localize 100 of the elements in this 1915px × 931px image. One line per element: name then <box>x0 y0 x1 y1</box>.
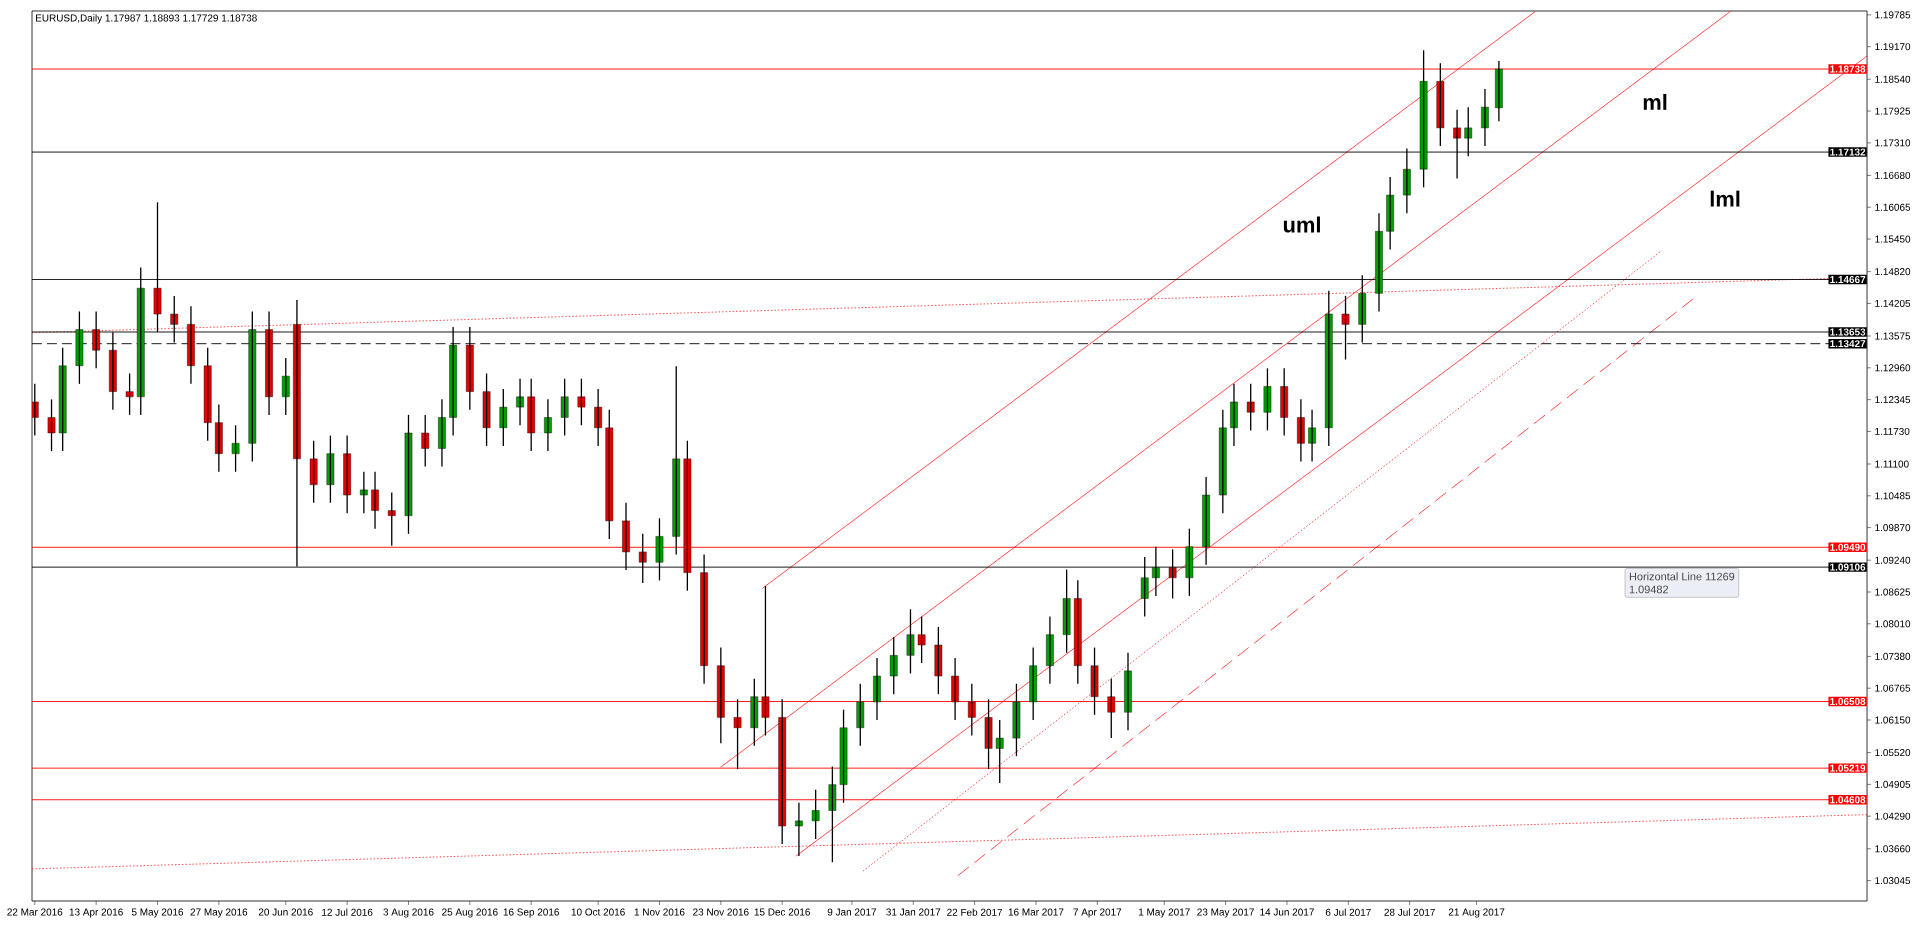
y-tick-label: 1.09240 <box>1875 556 1911 564</box>
candlestick <box>984 698 993 770</box>
x-tick-label: 22 Mar 2016 <box>7 908 63 916</box>
candlestick <box>750 677 759 747</box>
x-tick-label: 16 Sep 2016 <box>503 908 559 918</box>
candlestick <box>1029 646 1037 721</box>
x-tick-label: 7 Apr 2017 <box>1073 908 1122 918</box>
y-tick-label: 1.07380 <box>1875 652 1911 660</box>
candlestick <box>58 347 67 452</box>
ref-line-label: 1.09106 <box>1830 563 1866 571</box>
chart-title: EURUSD,Daily 1.17987 1.18893 1.17729 1.18738 <box>36 14 257 24</box>
annotation: ml <box>1643 93 1667 110</box>
y-tick-label: 1.06765 <box>1875 684 1911 692</box>
y-tick-label: 1.10485 <box>1875 492 1911 500</box>
annotation: lml <box>1710 190 1740 207</box>
y-tick-label: 1.04290 <box>1875 812 1911 820</box>
candlestick <box>1090 646 1099 716</box>
candlestick <box>795 802 803 857</box>
y-tick-label: 1.03045 <box>1875 877 1911 885</box>
y-tick-label: 1.05520 <box>1875 749 1911 757</box>
candlestick <box>889 636 898 695</box>
candlestick <box>811 789 820 840</box>
candlestick <box>47 398 56 452</box>
candlestick <box>125 372 134 416</box>
x-tick-label: 6 Jul 2017 <box>1325 908 1371 916</box>
y-tick-label: 1.19785 <box>1875 11 1911 19</box>
y-tick-label: 1.06150 <box>1875 716 1911 724</box>
candlestick <box>560 378 569 437</box>
candlestick <box>917 615 926 664</box>
x-tick-label: 22 Feb 2017 <box>947 908 1003 916</box>
ref-line-label: 1.13653 <box>1830 328 1866 336</box>
y-tick-label: 1.14205 <box>1875 299 1911 307</box>
x-tick-label: 3 Aug 2016 <box>383 908 434 918</box>
candlestick <box>995 719 1004 784</box>
x-tick-label: 12 Jul 2016 <box>322 908 373 916</box>
y-tick-label: 1.15450 <box>1875 235 1911 243</box>
candlestick <box>1073 579 1082 685</box>
candlestick <box>1219 409 1227 514</box>
x-tick-label: 23 May 2017 <box>1197 908 1254 918</box>
y-tick-label: 1.19170 <box>1875 43 1911 51</box>
candlestick <box>360 471 368 514</box>
candlestick <box>1436 62 1445 147</box>
candlestick <box>577 378 586 426</box>
y-tick-label: 1.08625 <box>1875 588 1911 596</box>
y-tick-label: 1.13575 <box>1875 332 1911 340</box>
ref-line-label: 1.17132 <box>1830 148 1866 156</box>
x-tick-label: 13 Apr 2016 <box>69 908 123 918</box>
candlestick <box>828 765 837 863</box>
y-tick-label: 1.17925 <box>1875 107 1911 115</box>
candlestick <box>527 378 536 452</box>
annotation: 1.09482 <box>1629 585 1669 594</box>
ref-line-label: 1.09490 <box>1830 543 1866 551</box>
candlestick <box>968 683 976 737</box>
candlestick <box>1263 367 1272 432</box>
x-tick-label: 1 Nov 2016 <box>634 908 685 916</box>
y-tick-label: 1.11100 <box>1875 460 1909 468</box>
candlestick <box>404 414 413 535</box>
candlestick <box>482 372 491 447</box>
y-tick-label: 1.03660 <box>1875 845 1911 853</box>
candlestick <box>326 434 335 504</box>
y-tick-label: 1.12960 <box>1875 364 1911 372</box>
candlestick <box>733 698 742 770</box>
x-tick-label: 10 Oct 2016 <box>571 908 625 916</box>
candlestick <box>387 491 396 547</box>
x-tick-label: 16 Mar 2017 <box>1008 908 1064 916</box>
candlestick <box>1107 677 1116 739</box>
x-tick-label: 5 May 2016 <box>131 908 184 918</box>
candlestick <box>231 424 240 473</box>
x-tick-label: 31 Jan 2017 <box>886 908 941 916</box>
candlestick <box>761 585 770 737</box>
candlestick <box>1012 683 1021 757</box>
candlestick <box>281 357 290 416</box>
candlestick <box>906 608 915 675</box>
annotation: Horizontal Line 11269 <box>1629 572 1735 581</box>
candlestick <box>421 414 430 468</box>
candlestick <box>203 347 212 442</box>
ref-line-label: 1.05219 <box>1830 764 1866 772</box>
ref-line-label: 1.06508 <box>1830 697 1866 706</box>
y-tick-label: 1.04905 <box>1875 780 1911 788</box>
x-tick-label: 14 Jun 2017 <box>1260 908 1314 916</box>
candlestick <box>1246 383 1255 432</box>
y-tick-label: 1.08010 <box>1875 620 1911 628</box>
candlestick <box>672 365 681 556</box>
x-tick-label: 27 May 2016 <box>190 908 248 918</box>
y-tick-label: 1.16680 <box>1875 171 1911 179</box>
x-tick-label: 23 Nov 2016 <box>693 908 749 916</box>
ref-line-label: 1.18738 <box>1830 65 1866 73</box>
candlestick <box>839 709 848 804</box>
x-tick-label: 1 May 2017 <box>1138 908 1190 918</box>
x-tick-label: 28 Jul 2017 <box>1384 908 1435 916</box>
y-tick-label: 1.16065 <box>1875 203 1911 211</box>
candlestick <box>309 440 318 504</box>
x-tick-label: 20 Jun 2016 <box>258 908 313 916</box>
annotation: uml <box>1283 216 1320 233</box>
y-tick-label: 1.14820 <box>1875 268 1911 276</box>
x-tick-label: 9 Jan 2017 <box>827 908 877 916</box>
y-tick-label: 1.18540 <box>1875 75 1911 83</box>
candlestick <box>934 626 943 695</box>
candlestick <box>856 683 865 747</box>
candlestick <box>499 388 508 447</box>
